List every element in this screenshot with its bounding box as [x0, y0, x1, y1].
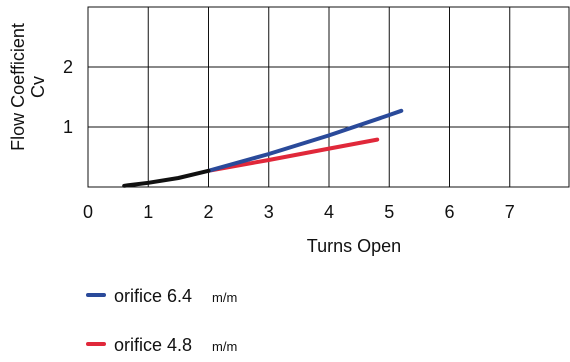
series-line-orifice-4-8 [206, 137, 380, 173]
chart-grid [87, 6, 570, 188]
legend-label-orifice-6-4: orifice 6.4 [114, 286, 193, 306]
x-tick-label-3: 3 [264, 202, 274, 222]
x-tick-label-5: 5 [384, 202, 394, 222]
x-tick-label-1: 1 [143, 202, 153, 222]
legend-item-orifice-6-4: orifice 6.4 m/m [86, 286, 237, 307]
x-tick-label-7: 7 [505, 202, 515, 222]
y-axis-label-line2: Cv [28, 76, 48, 98]
y-tick-label-2: 2 [63, 57, 73, 77]
legend-label-orifice-4-8: orifice 4.8 [114, 335, 193, 355]
x-tick-label-6: 6 [444, 202, 454, 222]
x-tick-label-0: 0 [83, 202, 93, 222]
series-line-orifice-6-4 [206, 108, 404, 173]
legend-unit-orifice-6-4: m/m [212, 290, 238, 305]
y-tick-label-1: 1 [63, 117, 73, 137]
series-line-common [122, 168, 211, 188]
y-axis-ticks: 12 [63, 57, 73, 137]
x-tick-label-4: 4 [324, 202, 334, 222]
legend-unit-orifice-4-8: m/m [212, 339, 238, 354]
chart-series [122, 108, 404, 188]
y-axis-label-line1: Flow Coefficient [8, 23, 28, 151]
legend-item-orifice-4-8: orifice 4.8 m/m [86, 335, 237, 356]
x-axis-label: Turns Open [307, 236, 401, 256]
legend-swatch-orifice-6-4 [86, 293, 106, 297]
x-axis-ticks: 0 1 2 3 4 5 6 7 [83, 202, 515, 222]
legend-swatch-orifice-4-8 [86, 342, 106, 346]
x-tick-label-2: 2 [203, 202, 213, 222]
